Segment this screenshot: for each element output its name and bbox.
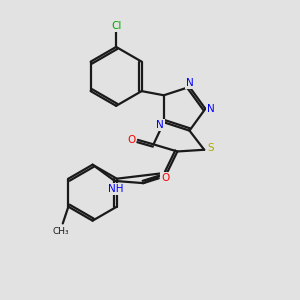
Text: N: N [207,104,214,114]
Text: CH₃: CH₃ [53,227,70,236]
Text: N: N [156,120,164,130]
Text: Cl: Cl [111,21,121,31]
Text: NH: NH [107,184,123,194]
Text: N: N [186,78,194,88]
Text: O: O [161,173,170,183]
Text: O: O [127,135,136,145]
Text: S: S [207,143,214,153]
